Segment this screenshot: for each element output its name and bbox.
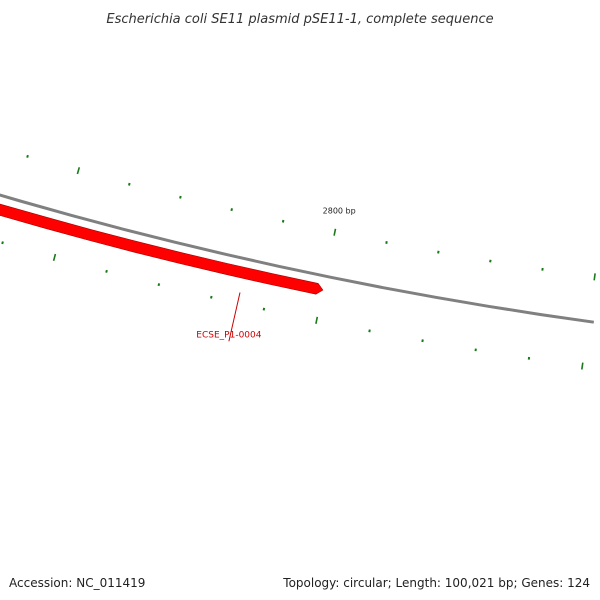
gene-label[interactable]: ECSE_P1-0004 — [196, 330, 261, 340]
gene-label-leader — [228, 292, 241, 342]
minor-tick — [489, 259, 492, 263]
minor-tick — [230, 208, 233, 212]
minor-tick — [421, 339, 424, 343]
forward-gene-arrow[interactable] — [0, 68, 324, 295]
minor-tick — [26, 154, 29, 158]
major-tick — [76, 167, 81, 175]
minor-tick — [179, 195, 182, 199]
minor-tick — [105, 269, 108, 273]
minor-tick — [281, 219, 285, 223]
scale-label: 2800 bp — [323, 207, 356, 216]
tick-marks-outer — [1, 241, 584, 370]
major-tick — [333, 228, 337, 236]
tick-marks-inner — [26, 154, 596, 281]
minor-tick — [210, 295, 213, 299]
scale-labels: 2200 bp2400 bp2600 bp2800 bp3000 bp3200 … — [323, 207, 356, 216]
minor-tick — [157, 283, 161, 287]
major-tick — [52, 253, 57, 262]
major-tick — [581, 362, 584, 370]
minor-tick — [1, 241, 4, 245]
map-title: Escherichia coli SE11 plasmid pSE11-1, c… — [106, 12, 493, 27]
plasmid-backbone — [0, 193, 595, 324]
minor-tick — [128, 182, 131, 186]
minor-tick — [437, 250, 440, 254]
minor-tick — [368, 329, 371, 333]
topology-summary-text: Topology: circular; Length: 100,021 bp; … — [282, 576, 590, 590]
gene-labels: ECSE_P1-0003ECSE_P1-0004ECSE_P1-0005 — [196, 292, 262, 342]
major-tick — [315, 316, 319, 324]
major-tick — [593, 273, 596, 281]
accession-text: Accession: NC_011419 — [9, 576, 145, 590]
minor-tick — [262, 307, 266, 311]
gene-track — [0, 68, 324, 295]
